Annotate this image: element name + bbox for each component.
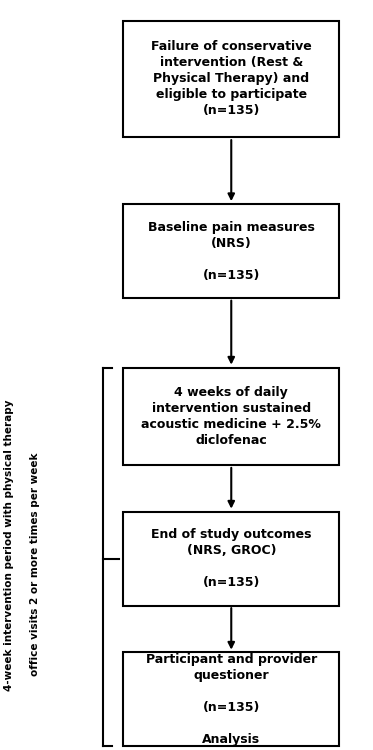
Text: Participant and provider
questioner

(n=135)

Analysis: Participant and provider questioner (n=1… — [145, 652, 317, 746]
FancyBboxPatch shape — [123, 21, 339, 136]
FancyBboxPatch shape — [123, 368, 339, 465]
Text: office visits 2 or more times per week: office visits 2 or more times per week — [31, 453, 40, 676]
FancyBboxPatch shape — [123, 205, 339, 298]
Text: 4-week intervention period with physical therapy: 4-week intervention period with physical… — [4, 400, 14, 692]
Text: Failure of conservative
intervention (Rest &
Physical Therapy) and
eligible to p: Failure of conservative intervention (Re… — [151, 40, 311, 117]
FancyBboxPatch shape — [123, 652, 339, 746]
Text: Baseline pain measures
(NRS)

(n=135): Baseline pain measures (NRS) (n=135) — [148, 220, 315, 282]
FancyBboxPatch shape — [123, 512, 339, 606]
Text: End of study outcomes
(NRS, GROC)

(n=135): End of study outcomes (NRS, GROC) (n=135… — [151, 528, 311, 590]
Text: 4 weeks of daily
intervention sustained
acoustic medicine + 2.5%
diclofenac: 4 weeks of daily intervention sustained … — [141, 386, 321, 447]
